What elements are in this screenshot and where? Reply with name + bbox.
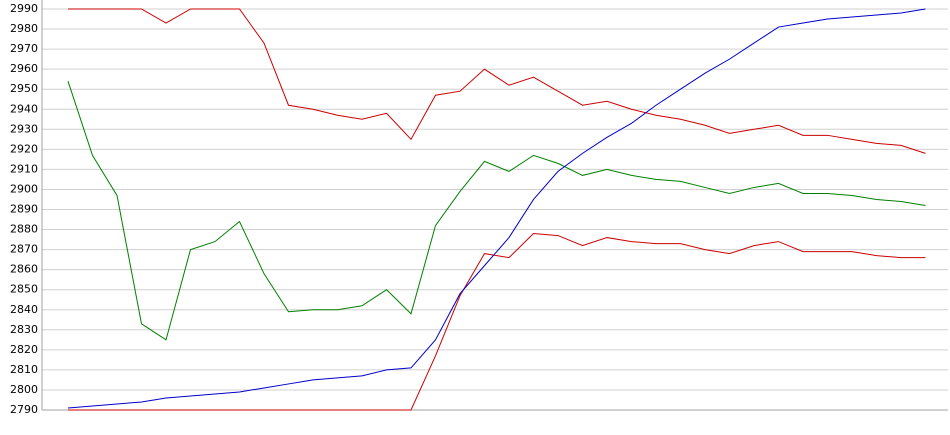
y-tick-label: 2870 xyxy=(10,243,38,256)
y-tick-label: 2900 xyxy=(10,182,38,195)
y-tick-label: 2920 xyxy=(10,142,38,155)
series-line xyxy=(67,81,926,341)
y-tick-label: 2790 xyxy=(10,403,38,416)
y-tick-label: 2990 xyxy=(10,2,38,15)
y-tick-label: 2850 xyxy=(10,283,38,296)
y-tick-label: 2820 xyxy=(10,343,38,356)
y-tick-label: 2810 xyxy=(10,363,38,376)
y-tick-label: 2800 xyxy=(10,383,38,396)
y-tick-label: 2880 xyxy=(10,223,38,236)
y-tick-label: 2950 xyxy=(10,82,38,95)
y-tick-label: 2910 xyxy=(10,162,38,175)
y-tick-label: 2840 xyxy=(10,303,38,316)
series-line xyxy=(68,233,926,411)
y-tick-label: 2860 xyxy=(10,263,38,276)
y-tick-label: 2930 xyxy=(10,122,38,135)
y-tick-label: 2980 xyxy=(10,22,38,35)
y-tick-label: 2890 xyxy=(10,203,38,216)
series-line xyxy=(67,8,926,409)
y-tick-label: 2970 xyxy=(10,42,38,55)
y-tick-label: 2960 xyxy=(10,62,38,75)
y-tick-label: 2830 xyxy=(10,323,38,336)
series-line xyxy=(68,8,926,154)
y-tick-label: 2940 xyxy=(10,102,38,115)
